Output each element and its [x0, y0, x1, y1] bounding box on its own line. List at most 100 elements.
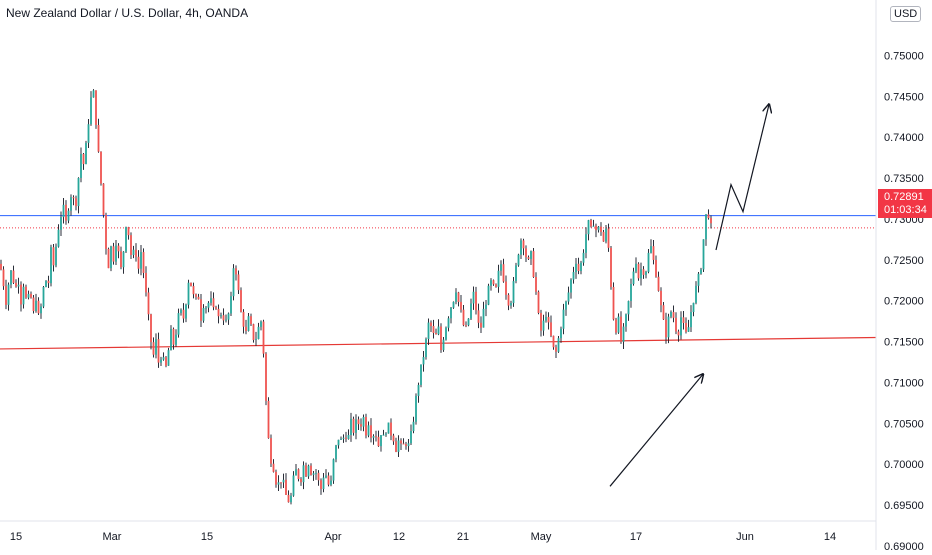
- candle-body: [120, 251, 122, 268]
- candle-body: [552, 335, 555, 348]
- candle-body: [535, 277, 537, 292]
- annotations: [609, 104, 769, 487]
- candle-body: [252, 324, 255, 341]
- candle-body: [452, 301, 455, 308]
- candle-body: [125, 227, 127, 252]
- candle-body: [632, 271, 635, 284]
- candle-body: [595, 225, 597, 231]
- candle-body: [285, 479, 287, 495]
- candle-body: [557, 338, 560, 352]
- y-tick-label: 0.71500: [884, 337, 924, 349]
- candle-body: [145, 272, 147, 293]
- candle-body: [572, 272, 575, 280]
- candle-body: [437, 326, 440, 335]
- candle-body: [32, 297, 35, 311]
- candle-body: [637, 263, 640, 279]
- candle-body: [87, 124, 90, 143]
- candle-body: [7, 284, 10, 305]
- candle-body: [517, 254, 520, 266]
- candle-body: [355, 419, 357, 433]
- candle-body: [512, 281, 515, 304]
- candle-body: [475, 291, 477, 311]
- candle-body: [72, 197, 75, 199]
- candle-body: [657, 276, 660, 291]
- candle-body: [465, 325, 467, 327]
- candle-body: [395, 441, 397, 452]
- candle-body: [297, 469, 300, 479]
- x-tick-label: Jun: [736, 531, 754, 543]
- candle-body: [555, 347, 557, 352]
- candle-body: [480, 322, 482, 328]
- candle-body: [672, 312, 675, 318]
- candle-body: [382, 434, 385, 436]
- candle-body: [415, 395, 417, 422]
- candle-body: [195, 294, 197, 297]
- candle-body: [515, 265, 517, 282]
- candle-body: [330, 480, 332, 485]
- candle-body: [305, 465, 307, 477]
- candle-body: [150, 314, 152, 343]
- candle-body: [127, 227, 130, 236]
- candle-body: [100, 151, 102, 184]
- candle-body: [622, 326, 625, 342]
- candle-body: [550, 322, 552, 336]
- candle-body: [427, 322, 430, 340]
- candle-body: [645, 271, 647, 275]
- candle-body: [272, 463, 275, 472]
- candle-body: [290, 495, 292, 503]
- candle-body: [277, 482, 280, 485]
- candle-body: [50, 247, 52, 284]
- candle-body: [90, 97, 92, 125]
- candle-body: [15, 282, 17, 287]
- candle-body: [162, 357, 165, 360]
- candle-body: [630, 283, 632, 302]
- y-tick-label: 0.70500: [884, 418, 924, 430]
- candle-body: [620, 316, 622, 342]
- candle-body: [35, 300, 37, 311]
- candle-body: [662, 305, 665, 320]
- candle-body: [80, 153, 82, 178]
- candle-body: [462, 309, 465, 326]
- candle-body: [570, 279, 572, 293]
- candle-body: [295, 469, 297, 476]
- candle-body: [460, 301, 462, 310]
- candle-body: [77, 177, 80, 207]
- candle-body: [117, 245, 120, 252]
- candle-body: [105, 214, 107, 249]
- currency-badge[interactable]: USD: [890, 6, 922, 22]
- candle-body: [407, 443, 410, 447]
- candle-body: [710, 218, 712, 224]
- candle-body: [250, 316, 252, 325]
- candle-body: [567, 292, 570, 302]
- candle-body: [665, 319, 667, 338]
- candle-body: [590, 220, 592, 227]
- candle-body: [325, 475, 327, 478]
- candle-body: [585, 234, 587, 253]
- horizontal-levels: [0, 215, 877, 350]
- candle-body: [455, 292, 457, 302]
- candle-body: [232, 268, 235, 297]
- candle-body: [55, 246, 57, 266]
- candle-body: [275, 471, 277, 485]
- candle-body: [40, 306, 42, 314]
- candle-body: [692, 302, 695, 313]
- candle-body: [307, 465, 310, 477]
- candle-body: [390, 422, 392, 436]
- candle-body: [495, 284, 497, 287]
- candle-body: [187, 282, 190, 305]
- candle-body: [362, 417, 365, 427]
- candle-body: [422, 357, 425, 365]
- up-arrow-lower: [609, 374, 703, 487]
- candle-body: [655, 259, 657, 277]
- candle-body: [500, 264, 502, 271]
- candle-body: [372, 436, 375, 438]
- candle-body: [435, 333, 437, 335]
- candle-body: [525, 248, 527, 258]
- candle-body: [680, 317, 682, 336]
- candle-body: [617, 316, 620, 333]
- candle-body: [660, 290, 662, 306]
- candle-body: [135, 249, 137, 257]
- candle-body: [682, 317, 685, 324]
